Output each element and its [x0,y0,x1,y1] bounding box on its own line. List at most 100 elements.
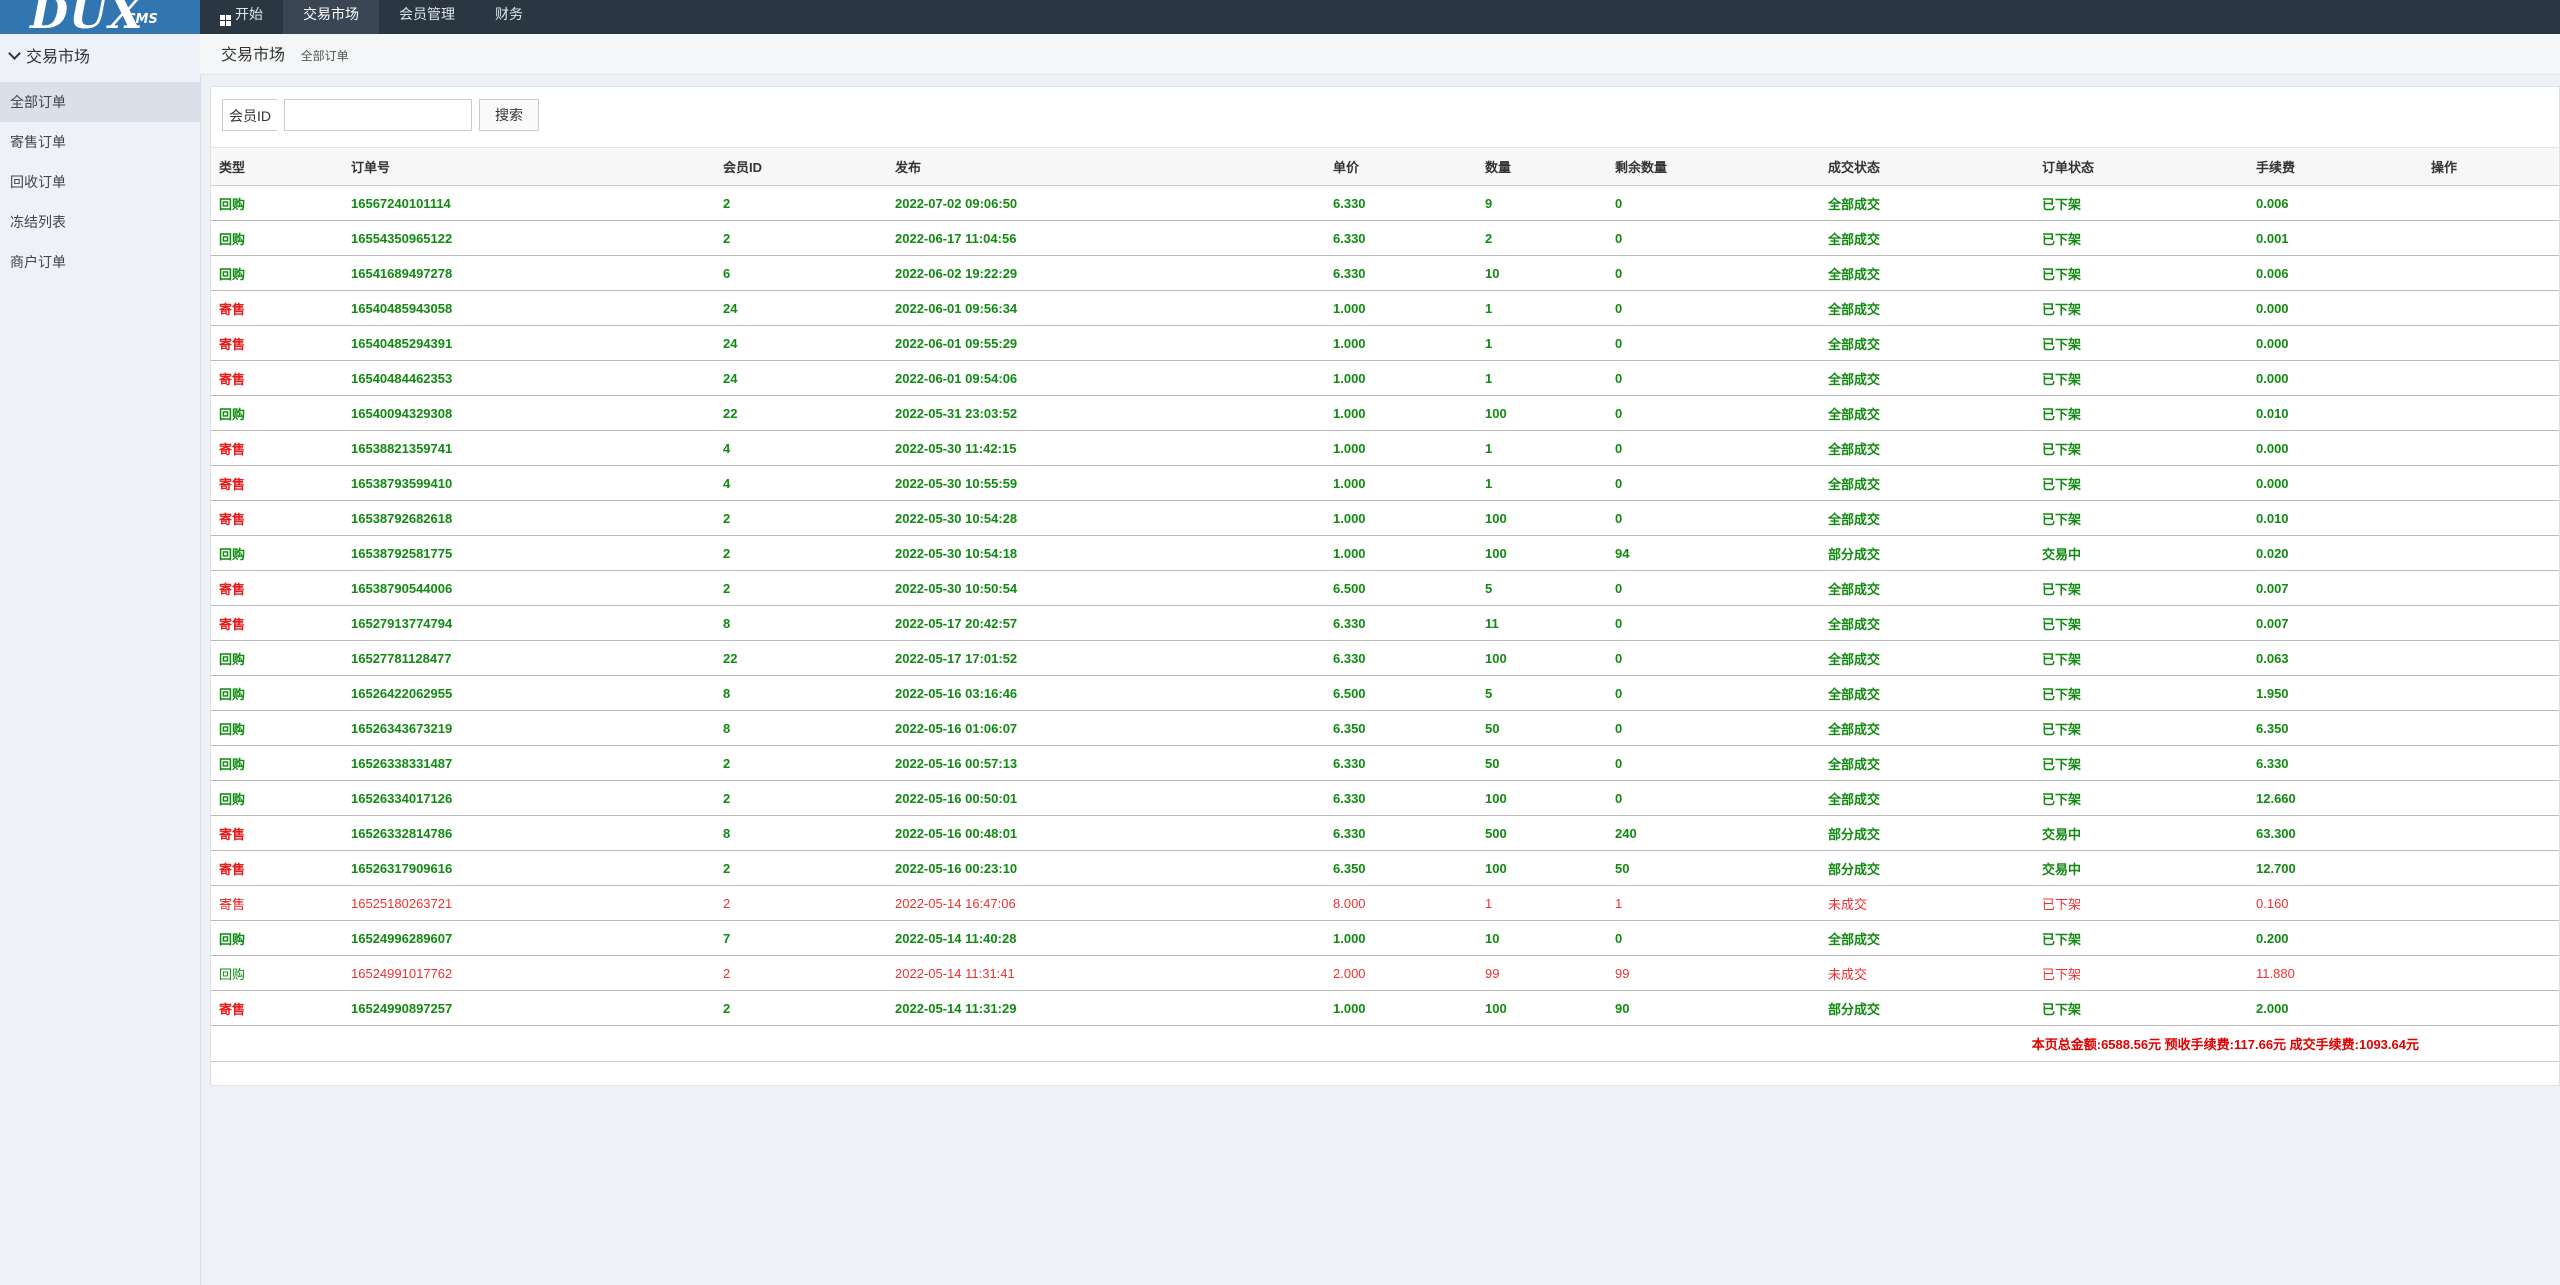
column-header-price[interactable]: 单价 [1325,147,1477,186]
cell-action[interactable] [2423,781,2559,816]
cell-fee: 12.700 [2256,860,2296,876]
nav-item-label: 交易市场 [303,6,359,22]
cell-action[interactable] [2423,921,2559,956]
cell-action[interactable] [2423,606,2559,641]
cell-fee: 0.010 [2256,405,2289,421]
cell-action[interactable] [2423,431,2559,466]
column-header-remaining[interactable]: 剩余数量 [1607,147,1820,186]
cell-remaining: 99 [1615,965,1630,981]
cell-remaining: 0 [1615,195,1623,211]
cell-action[interactable] [2423,326,2559,361]
cell-action[interactable] [2423,641,2559,676]
cell-order-no: 16526332814786 [351,825,453,841]
cell-fee: 1.950 [2256,685,2289,701]
cell-published: 2022-07-02 09:06:50 [895,195,1018,211]
cell-order-status: 已下架 [2042,1001,2082,1017]
cell-action[interactable] [2423,816,2559,851]
cell-remaining: 0 [1615,265,1623,281]
table-row: 寄售 16540485294391 24 2022-06-01 09:55:29 1.0… [211,326,2559,361]
cell-order-status: 已下架 [2042,441,2082,457]
column-header-action: 操作 [2423,147,2559,186]
cell-action[interactable] [2423,991,2559,1026]
cell-published: 2022-05-16 01:06:07 [895,720,1018,736]
cell-published: 2022-06-01 09:55:29 [895,335,1018,351]
cell-member-id: 24 [723,370,738,386]
cell-action[interactable] [2423,466,2559,501]
chevron-down-icon [8,47,21,60]
column-header-deal-status[interactable]: 成交状态 [1820,147,2034,186]
cell-member-id: 8 [723,615,731,631]
column-header-member-id[interactable]: 会员ID [715,147,887,186]
cell-action[interactable] [2423,221,2559,256]
nav-item-start[interactable]: 开始 [200,0,283,34]
sidebar-item-merchant-orders[interactable]: 商户订单 [10,254,66,270]
cell-type: 寄售 [219,826,246,842]
column-header-published[interactable]: 发布 [887,147,1325,186]
column-header-order-status[interactable]: 订单状态 [2034,147,2248,186]
cell-published: 2022-05-16 03:16:46 [895,685,1018,701]
cell-action[interactable] [2423,536,2559,571]
member-id-input[interactable] [284,99,472,131]
cell-order-no: 16540485294391 [351,335,453,351]
cell-order-no: 16524996289607 [351,930,453,946]
cell-member-id: 2 [723,860,731,876]
cell-action[interactable] [2423,711,2559,746]
table-row: 寄售 16540484462353 24 2022-06-01 09:54:06 1.0… [211,361,2559,396]
cell-order-status: 已下架 [2042,476,2082,492]
sidebar-item-buyback-orders[interactable]: 回收订单 [10,174,66,190]
cell-action[interactable] [2423,256,2559,291]
cell-action[interactable] [2423,851,2559,886]
cell-deal-status: 全部成交 [1828,336,1881,352]
cell-fee: 0.001 [2256,230,2289,246]
cell-deal-status: 全部成交 [1828,931,1881,947]
cell-action[interactable] [2423,396,2559,431]
sidebar-item-consignment-orders[interactable]: 寄售订单 [10,134,66,150]
column-header-qty[interactable]: 数量 [1477,147,1607,186]
cell-order-no: 16538792581775 [351,545,453,561]
logo[interactable]: DUX CMS [0,0,200,34]
cell-action[interactable] [2423,291,2559,326]
cell-order-status: 已下架 [2042,651,2082,667]
cell-action[interactable] [2423,886,2559,921]
cell-price: 6.350 [1333,860,1366,876]
nav-item-finance[interactable]: 财务 [475,0,543,34]
cell-price: 6.330 [1333,195,1366,211]
cell-published: 2022-05-30 10:54:18 [895,545,1018,561]
breadcrumb: 交易市场 全部订单 [200,34,2560,75]
cell-order-status: 已下架 [2042,896,2082,912]
sidebar-section-header[interactable]: 交易市场 [0,34,200,82]
cell-deal-status: 全部成交 [1828,756,1881,772]
cell-action[interactable] [2423,676,2559,711]
sidebar-item-frozen-list[interactable]: 冻结列表 [10,214,66,230]
cell-qty: 50 [1485,755,1500,771]
cell-action[interactable] [2423,361,2559,396]
cell-action[interactable] [2423,571,2559,606]
table-row: 寄售 16538792682618 2 2022-05-30 10:54:28 1.00… [211,501,2559,536]
sidebar-item-all-orders[interactable]: 全部订单 [0,82,200,122]
cell-action[interactable] [2423,746,2559,781]
cell-fee: 0.000 [2256,300,2289,316]
cell-type: 回购 [219,966,246,982]
cell-published: 2022-05-16 00:23:10 [895,860,1018,876]
cell-type: 寄售 [219,861,246,877]
search-button[interactable]: 搜索 [479,99,539,131]
cell-fee: 0.007 [2256,615,2289,631]
cell-remaining: 0 [1615,335,1623,351]
cell-order-status: 交易中 [2042,546,2082,562]
nav-item-members[interactable]: 会员管理 [379,0,475,34]
table-row: 寄售 16538793599410 4 2022-05-30 10:55:59 1.00… [211,466,2559,501]
cell-published: 2022-06-17 11:04:56 [895,230,1017,246]
cell-published: 2022-05-30 10:55:59 [895,475,1018,491]
cell-member-id: 2 [723,545,731,561]
table-row: 寄售 16524990897257 2 2022-05-14 11:31:29 1.00… [211,991,2559,1026]
column-header-fee[interactable]: 手续费 [2248,147,2423,186]
cell-action[interactable] [2423,501,2559,536]
column-header-order-no[interactable]: 订单号 [343,147,715,186]
cell-published: 2022-05-30 11:42:15 [895,440,1017,456]
column-header-type[interactable]: 类型 [211,147,343,186]
table-row: 寄售 16538790544006 2 2022-05-30 10:50:54 6.50… [211,571,2559,606]
cell-price: 6.330 [1333,230,1366,246]
nav-item-market[interactable]: 交易市场 [283,0,379,34]
cell-action[interactable] [2423,956,2559,991]
cell-action[interactable] [2423,186,2559,221]
